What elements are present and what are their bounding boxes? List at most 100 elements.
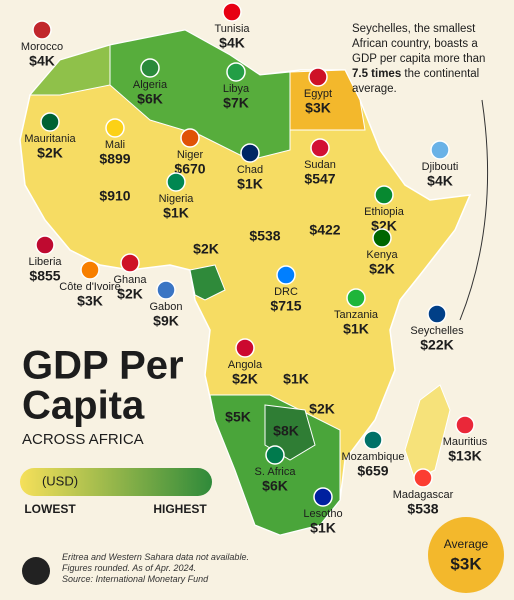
- country-value: $1K: [237, 176, 263, 192]
- country-name: Tunisia: [214, 23, 250, 35]
- country-value: $910: [99, 188, 130, 204]
- flag: [265, 445, 285, 465]
- country-name: Gabon: [149, 301, 182, 313]
- country-value: $9K: [153, 313, 179, 329]
- flag: [276, 265, 296, 285]
- country-name: Morocco: [21, 41, 63, 53]
- country-value: $5K: [225, 409, 251, 425]
- flag: [374, 185, 394, 205]
- country-value: $422: [309, 222, 340, 238]
- footer-line: Eritrea and Western Sahara data not avai…: [62, 552, 249, 562]
- country-value: $2K: [117, 286, 143, 302]
- flag: [222, 2, 242, 22]
- annotation: Seychelles, the smallest African country…: [352, 22, 502, 97]
- country-value: $22K: [420, 337, 453, 353]
- country-name: Sudan: [304, 159, 336, 171]
- country-value: $3K: [77, 293, 103, 309]
- legend-low: LOWEST: [24, 502, 76, 516]
- country-value: $670: [174, 161, 205, 177]
- country-name: Lesotho: [303, 508, 342, 520]
- country-value: $6K: [137, 91, 163, 107]
- flag: [80, 260, 100, 280]
- country-value: $2K: [193, 241, 219, 257]
- country-name: Egypt: [304, 88, 332, 100]
- country-name: Ghana: [113, 274, 147, 286]
- country-name: Algeria: [133, 79, 168, 91]
- flag: [413, 468, 433, 488]
- flag: [240, 143, 260, 163]
- flag: [427, 304, 447, 324]
- flag: [35, 235, 55, 255]
- country-value: $1K: [310, 520, 336, 536]
- country-name: Chad: [237, 164, 263, 176]
- country-name: Mauritania: [24, 133, 76, 145]
- country-name: Madagascar: [393, 489, 454, 501]
- country-value: $4K: [427, 173, 453, 189]
- country-value: $1K: [163, 205, 189, 221]
- footer: Eritrea and Western Sahara data not avai…: [62, 552, 249, 585]
- country-value: $2K: [369, 261, 395, 277]
- legend-unit: (USD): [42, 473, 78, 488]
- average-label: Average: [444, 537, 489, 551]
- country-value: $2K: [309, 401, 335, 417]
- country-value: $3K: [305, 100, 331, 116]
- annotation-text: the continental average.: [352, 68, 480, 95]
- flag: [308, 67, 328, 87]
- flag: [235, 338, 255, 358]
- country-value: $4K: [219, 35, 245, 51]
- annotation-text: Seychelles, the smallest African country…: [352, 23, 486, 65]
- country-name: Kenya: [366, 249, 398, 261]
- flag: [105, 118, 125, 138]
- country-name: Nigeria: [159, 193, 195, 205]
- country-value: $8K: [273, 423, 299, 439]
- country-value: $547: [304, 171, 335, 187]
- country-name: Libya: [223, 83, 250, 95]
- country-name: Ethiopia: [364, 206, 405, 218]
- country-name: Liberia: [28, 256, 62, 268]
- flag: [180, 128, 200, 148]
- gabon: [189, 264, 226, 301]
- country-name: Mali: [105, 139, 125, 151]
- flag: [32, 20, 52, 40]
- country-name: Djibouti: [422, 161, 459, 173]
- country-value: $855: [29, 268, 60, 284]
- flag: [156, 280, 176, 300]
- flag: [310, 138, 330, 158]
- country-value: $6K: [262, 478, 288, 494]
- country-value: $1K: [283, 371, 309, 387]
- flag: [455, 415, 475, 435]
- legend-bar: [20, 468, 212, 496]
- country-value: $715: [270, 298, 301, 314]
- country-name: S. Africa: [255, 466, 297, 478]
- logo: [22, 557, 50, 585]
- egypt: [289, 69, 366, 131]
- country-name: DRC: [274, 286, 298, 298]
- madagascar: [404, 384, 451, 481]
- country-value: $538: [249, 228, 280, 244]
- country-value: $538: [407, 501, 438, 517]
- flag: [226, 62, 246, 82]
- country-name: Mozambique: [342, 451, 405, 463]
- flag: [40, 112, 60, 132]
- country-name: Mauritius: [443, 436, 488, 448]
- country-value: $13K: [448, 448, 481, 464]
- legend-high: HIGHEST: [153, 502, 207, 516]
- country-value: $1K: [343, 321, 369, 337]
- flag: [372, 228, 392, 248]
- flag: [140, 58, 160, 78]
- country-value: $7K: [223, 95, 249, 111]
- country-name: Tanzania: [334, 309, 379, 321]
- title: GDP Per: [22, 344, 184, 388]
- subtitle: ACROSS AFRICA: [22, 431, 144, 448]
- morocco: [28, 44, 111, 96]
- country-value: $659: [357, 463, 388, 479]
- average-value: $3K: [450, 554, 482, 573]
- flag: [346, 288, 366, 308]
- flag: [166, 172, 186, 192]
- footer-line: Source: International Monetary Fund: [62, 574, 209, 584]
- flag: [363, 430, 383, 450]
- annotation-arrow: [459, 99, 489, 321]
- flag: [430, 140, 450, 160]
